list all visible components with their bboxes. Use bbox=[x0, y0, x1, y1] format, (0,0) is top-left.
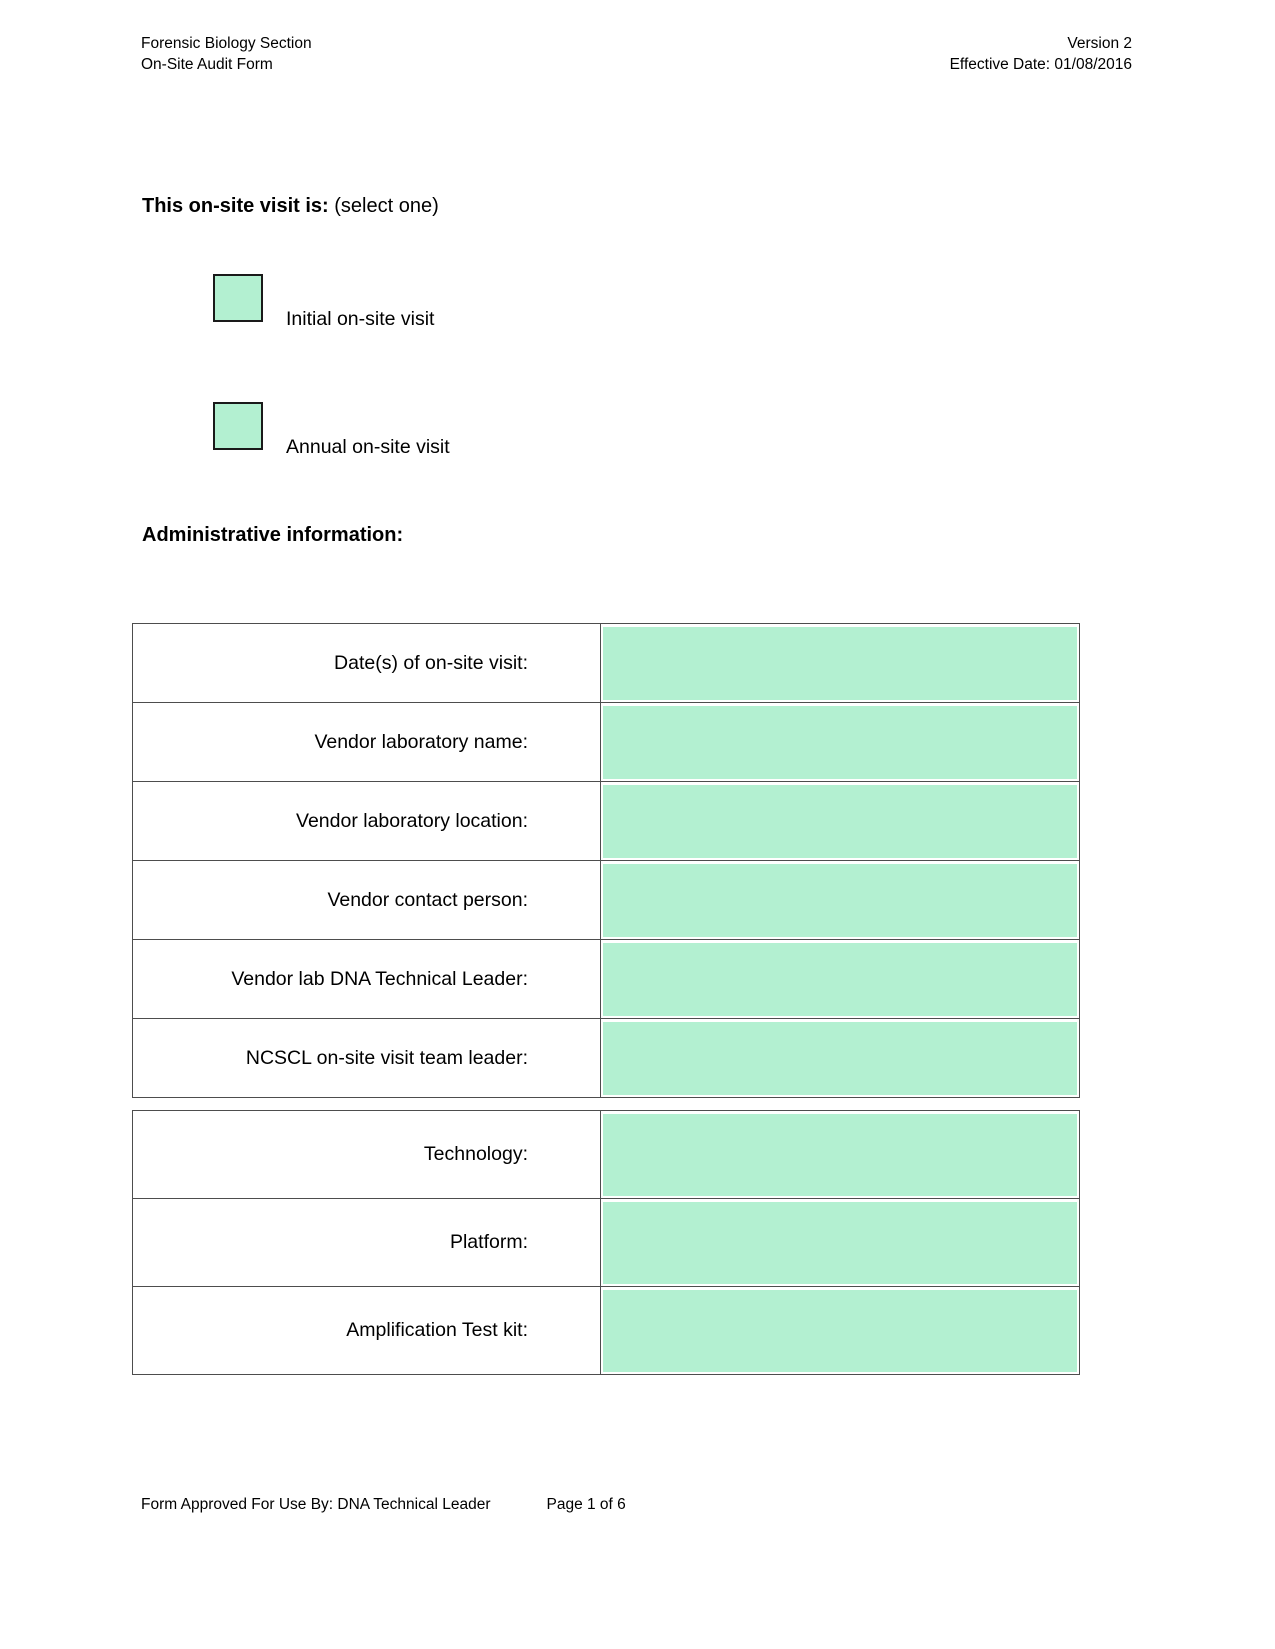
header-right-block: Version 2 Effective Date: 01/08/2016 bbox=[950, 33, 1132, 75]
header-section-name: Forensic Biology Section bbox=[141, 35, 312, 52]
header-form-name: On-Site Audit Form bbox=[141, 56, 273, 73]
row-label-vendor-lab-location: Vendor laboratory location: bbox=[132, 781, 601, 861]
table-row: Date(s) of on-site visit: bbox=[132, 623, 1080, 703]
input-amplification-test-kit[interactable] bbox=[603, 1290, 1077, 1372]
row-label-platform: Platform: bbox=[132, 1198, 601, 1287]
checkbox-initial-label: Initial on-site visit bbox=[286, 308, 435, 330]
administrative-information-table: Date(s) of on-site visit: Vendor laborat… bbox=[132, 623, 1080, 1098]
input-vendor-lab-name[interactable] bbox=[603, 706, 1077, 779]
row-label-vendor-lab-name: Vendor laboratory name: bbox=[132, 702, 601, 782]
header-effective-date: Effective Date: 01/08/2016 bbox=[949, 56, 1132, 73]
row-label-vendor-contact-person: Vendor contact person: bbox=[132, 860, 601, 940]
row-field-amplification-test-kit[interactable] bbox=[600, 1286, 1080, 1375]
visit-type-heading-bold: This on-site visit is: bbox=[142, 195, 329, 217]
checkbox-annual-label: Annual on-site visit bbox=[286, 436, 450, 458]
table-row: Platform: bbox=[132, 1198, 1080, 1287]
table-row: Amplification Test kit: bbox=[132, 1286, 1080, 1375]
document-header: Forensic Biology Section On-Site Audit F… bbox=[141, 33, 1132, 75]
row-field-platform[interactable] bbox=[600, 1198, 1080, 1287]
row-field-vendor-contact-person[interactable] bbox=[600, 860, 1080, 940]
input-vendor-dna-technical-leader[interactable] bbox=[603, 943, 1077, 1016]
table-row: Vendor lab DNA Technical Leader: bbox=[132, 939, 1080, 1019]
footer-page-number: Page 1 of 6 bbox=[546, 1496, 626, 1513]
visit-type-heading: This on-site visit is: (select one) bbox=[142, 195, 439, 218]
row-field-vendor-dna-technical-leader[interactable] bbox=[600, 939, 1080, 1019]
table-row: Vendor laboratory location: bbox=[132, 781, 1080, 861]
input-ncscl-team-leader[interactable] bbox=[603, 1022, 1077, 1095]
table-row: Vendor laboratory name: bbox=[132, 702, 1080, 782]
row-label-ncscl-team-leader: NCSCL on-site visit team leader: bbox=[132, 1018, 601, 1098]
document-footer: Form Approved For Use By: DNA Technical … bbox=[141, 1496, 626, 1514]
checkbox-annual-on-site-visit[interactable] bbox=[213, 401, 263, 450]
table-row: Technology: bbox=[132, 1110, 1080, 1199]
checkbox-initial-on-site-visit[interactable] bbox=[213, 273, 263, 322]
row-field-vendor-lab-name[interactable] bbox=[600, 702, 1080, 782]
table-row: NCSCL on-site visit team leader: bbox=[132, 1018, 1080, 1098]
administrative-information-heading: Administrative information: bbox=[142, 524, 404, 546]
header-left-block: Forensic Biology Section On-Site Audit F… bbox=[141, 33, 312, 75]
header-version: Version 2 bbox=[1067, 35, 1132, 52]
input-vendor-lab-location[interactable] bbox=[603, 785, 1077, 858]
input-date-of-visit[interactable] bbox=[603, 627, 1077, 700]
row-label-technology: Technology: bbox=[132, 1110, 601, 1199]
visit-type-heading-hint: (select one) bbox=[328, 195, 439, 217]
visit-type-option-annual[interactable]: Annual on-site visit bbox=[213, 392, 450, 459]
row-field-date-of-visit[interactable] bbox=[600, 623, 1080, 703]
row-field-vendor-lab-location[interactable] bbox=[600, 781, 1080, 861]
input-technology[interactable] bbox=[603, 1114, 1077, 1196]
row-field-ncscl-team-leader[interactable] bbox=[600, 1018, 1080, 1098]
row-label-amplification-test-kit: Amplification Test kit: bbox=[132, 1286, 601, 1375]
technology-table: Technology: Platform: Amplification Test… bbox=[132, 1110, 1080, 1375]
table-row: Vendor contact person: bbox=[132, 860, 1080, 940]
row-label-vendor-dna-technical-leader: Vendor lab DNA Technical Leader: bbox=[132, 939, 601, 1019]
row-field-technology[interactable] bbox=[600, 1110, 1080, 1199]
footer-approved-by: Form Approved For Use By: DNA Technical … bbox=[141, 1496, 491, 1513]
input-vendor-contact-person[interactable] bbox=[603, 864, 1077, 937]
input-platform[interactable] bbox=[603, 1202, 1077, 1284]
row-label-date-of-visit: Date(s) of on-site visit: bbox=[132, 623, 601, 703]
visit-type-option-initial[interactable]: Initial on-site visit bbox=[213, 264, 434, 331]
